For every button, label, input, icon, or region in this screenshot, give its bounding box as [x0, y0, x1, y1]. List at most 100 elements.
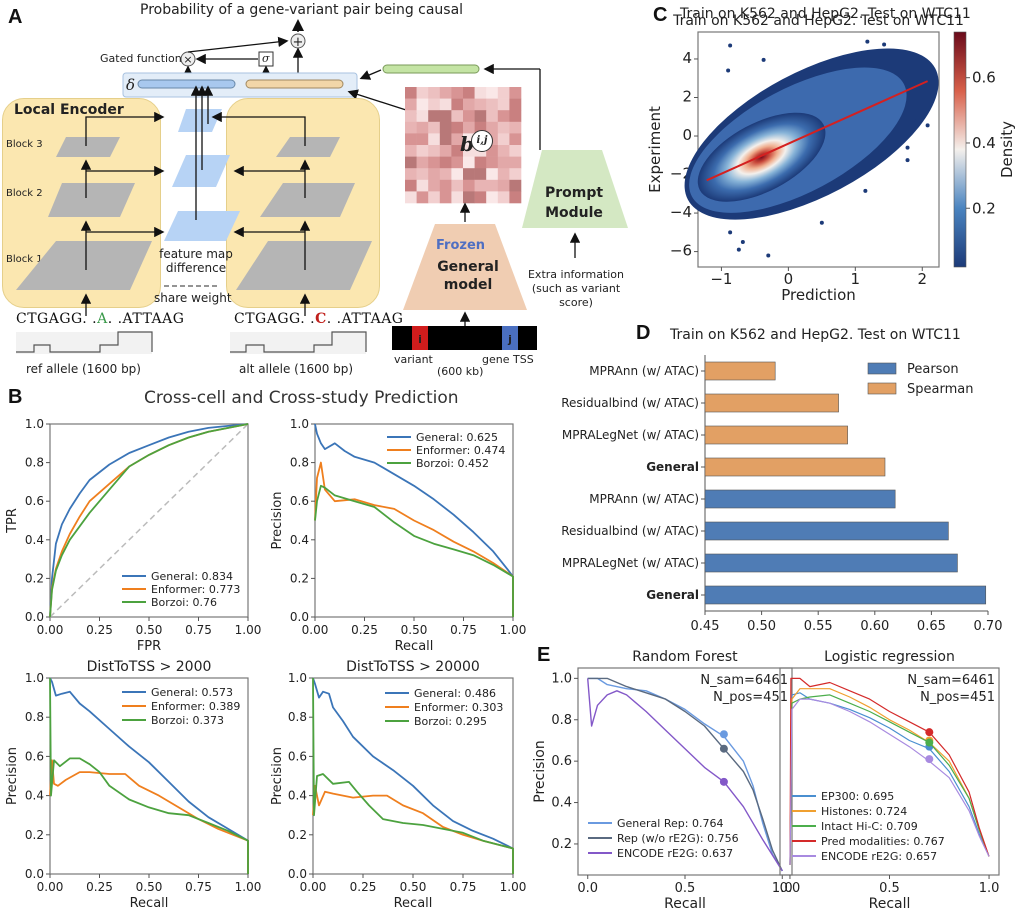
heatmap-cell [405, 133, 417, 146]
alt-allele-label: alt allele (1600 bp) [239, 362, 354, 376]
y-axis-label: Experiment [646, 106, 664, 193]
variant-label: variant [394, 353, 433, 366]
y-tick-label: 0.8 [25, 710, 44, 724]
extra-info-line2: (such as variant [531, 282, 621, 295]
x-axis-label: Recall [394, 896, 433, 911]
heatmap-cell [497, 191, 510, 204]
heatmap-cell [486, 121, 499, 134]
panel-letter-d: D [636, 322, 651, 344]
heatmap-cell [451, 168, 464, 181]
heatmap-cell [486, 179, 499, 192]
series-line [789, 677, 990, 865]
scatter-point [819, 220, 824, 225]
legend-label: Enformer: 0.303 [414, 701, 503, 714]
y-tick-label: 0.4 [25, 533, 44, 547]
heatmap-cell [474, 191, 487, 204]
block-3-label: Block 3 [6, 139, 43, 150]
operating-point-marker [719, 744, 728, 753]
panel-b-title: Cross-cell and Cross-study Prediction [144, 388, 459, 408]
scatter-point [905, 145, 910, 150]
alt-allele-base: C [315, 311, 327, 327]
legend-label: Borzoi: 0.373 [151, 714, 224, 727]
heatmap-cell [486, 110, 499, 123]
chart-title: Random Forest [632, 649, 738, 665]
ref-allele-label: ref allele (1600 bp) [26, 362, 141, 376]
heatmap-cell [405, 87, 417, 99]
general-model-line2: model [443, 277, 493, 293]
heatmap-cell [463, 179, 475, 192]
heatmap-cell [428, 98, 441, 111]
y-axis-label: Precision [532, 740, 548, 802]
panel-a-top-arrows: + × [122, 19, 541, 150]
legend-swatch [867, 382, 897, 395]
variant-marker [412, 326, 428, 350]
y-tick-label: 1.0 [290, 417, 309, 431]
heatmap-cell [428, 156, 441, 169]
series-line [49, 423, 249, 618]
heatmap-cell [509, 98, 522, 111]
sample-count-annotation: N_pos=451 [713, 690, 788, 705]
heatmap-cell [451, 179, 464, 192]
general-model-line1: General [437, 259, 499, 275]
heatmap-cell [486, 156, 499, 169]
y-tick-label: 0.6 [25, 749, 44, 763]
prompt-module-line1: Prompt [544, 185, 604, 201]
x-tick-label: 0.0 [577, 881, 598, 896]
legend-label: General Rep: 0.764 [617, 817, 723, 830]
x-tick-label: 0.45 [691, 619, 720, 634]
x-tick-label: 0.25 [86, 623, 113, 637]
legend-label: Borzoi: 0.76 [151, 596, 217, 609]
scatter-point [865, 39, 870, 44]
series-line [49, 677, 249, 874]
heatmap-cell [451, 110, 464, 123]
colorbar-label: Density [998, 121, 1016, 178]
category-label: General [646, 588, 699, 602]
y-tick-label: 0.0 [290, 610, 309, 624]
bar [704, 425, 848, 445]
legend-label: ENCODE rE2G: 0.657 [821, 850, 937, 863]
heatmap-cell [463, 87, 475, 99]
prompt-module-line2: Module [545, 205, 603, 221]
sample-count-annotation: N_pos=451 [920, 690, 995, 705]
alt-block-1 [236, 241, 372, 290]
heatmap-cell [463, 110, 475, 123]
x-tick-label: 0.75 [185, 880, 212, 894]
heatmap-cell [405, 98, 417, 111]
heatmap-cell [405, 121, 417, 134]
y-axis-label: Precision [270, 747, 285, 805]
y-tick-label: 1.0 [288, 671, 307, 685]
random-forest-pr-chart: 0.0 0.5 1.0 0.2 0.4 0.6 0.8 1.0 Recall Precision R… [532, 649, 793, 911]
y-tick-label: 0.6 [25, 494, 44, 508]
x-tick-label: 0.60 [860, 619, 889, 634]
heatmap-cell [416, 145, 429, 157]
x-tick-label: 0.00 [37, 623, 64, 637]
series-line [587, 678, 783, 872]
scatter-point [736, 247, 741, 252]
heatmap-cell [497, 121, 510, 134]
legend-label: Enformer: 0.474 [416, 444, 505, 457]
panel-letter-a: A [8, 6, 23, 28]
panel-d-title: Train on K562 and HepG2. Test on WTC11 [670, 327, 961, 343]
scatter-point [925, 123, 930, 128]
heatmap-cell [405, 191, 417, 204]
heatmap-cell [497, 168, 510, 181]
difference-line: difference [165, 261, 227, 275]
genome-window: i j [392, 326, 537, 350]
heatmap-cell [416, 168, 429, 181]
sigma-label: σ [262, 52, 270, 65]
gated-function-label: Gated function [100, 52, 182, 65]
general-model-block [403, 202, 527, 326]
heatmap-cell [486, 191, 499, 204]
prompt-module-label: Prompt Module [540, 183, 608, 223]
pr-chart-dist20000: 0.00 0.25 0.50 0.75 1.00 0.0 0.2 0.4 0.6 0.8 1.0 Re… [270, 659, 526, 911]
x-tick-label: 1.00 [235, 623, 262, 637]
scatter-point [728, 43, 733, 48]
heatmap-cell [509, 156, 522, 169]
x-tick-label: 0.50 [400, 880, 427, 894]
pr-chart-all: 0.00 0.25 0.50 0.75 1.00 0.0 0.2 0.4 0.6 0.8 1.0 Re… [270, 417, 526, 654]
scatter-point [863, 188, 868, 193]
heatmap-cell [428, 191, 441, 204]
colorbar-tick-label: 0.4 [972, 134, 996, 152]
heatmap-cell [451, 191, 464, 204]
heatmap-cell [451, 156, 464, 169]
